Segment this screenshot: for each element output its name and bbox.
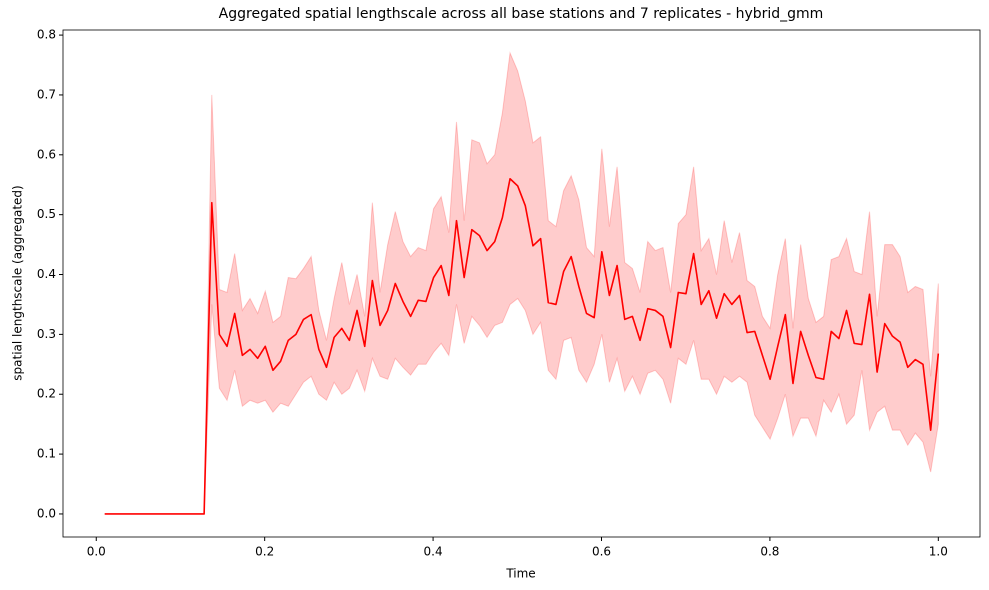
plot-frame [62,29,981,538]
y-tick-label: 0.1 [37,447,56,461]
line [104,177,940,515]
x-tick-label: 0.2 [255,545,274,559]
y-tick-label: 0.0 [37,506,56,520]
x-tick-label: 0.4 [424,545,443,559]
y-axis-label: spatial lengthscale (aggregated) [11,185,25,380]
x-tick-label: 0.8 [760,545,779,559]
x-tick-label: 0.0 [87,545,106,559]
y-tick-label: 0.8 [37,28,56,42]
y-tick-label: 0.2 [37,387,56,401]
chart-title: Aggregated spatial lengthscale across al… [219,6,824,22]
x-tick-label: 0.6 [592,545,611,559]
y-tick-label: 0.7 [37,87,56,101]
y-tick-label: 0.5 [37,207,56,221]
y-tick-label: 0.6 [37,147,56,161]
x-axis-label: Time [505,567,535,581]
y-tick-label: 0.3 [37,327,56,341]
x-tick-label: 1.0 [929,545,948,559]
y-tick-label: 0.4 [37,267,56,281]
